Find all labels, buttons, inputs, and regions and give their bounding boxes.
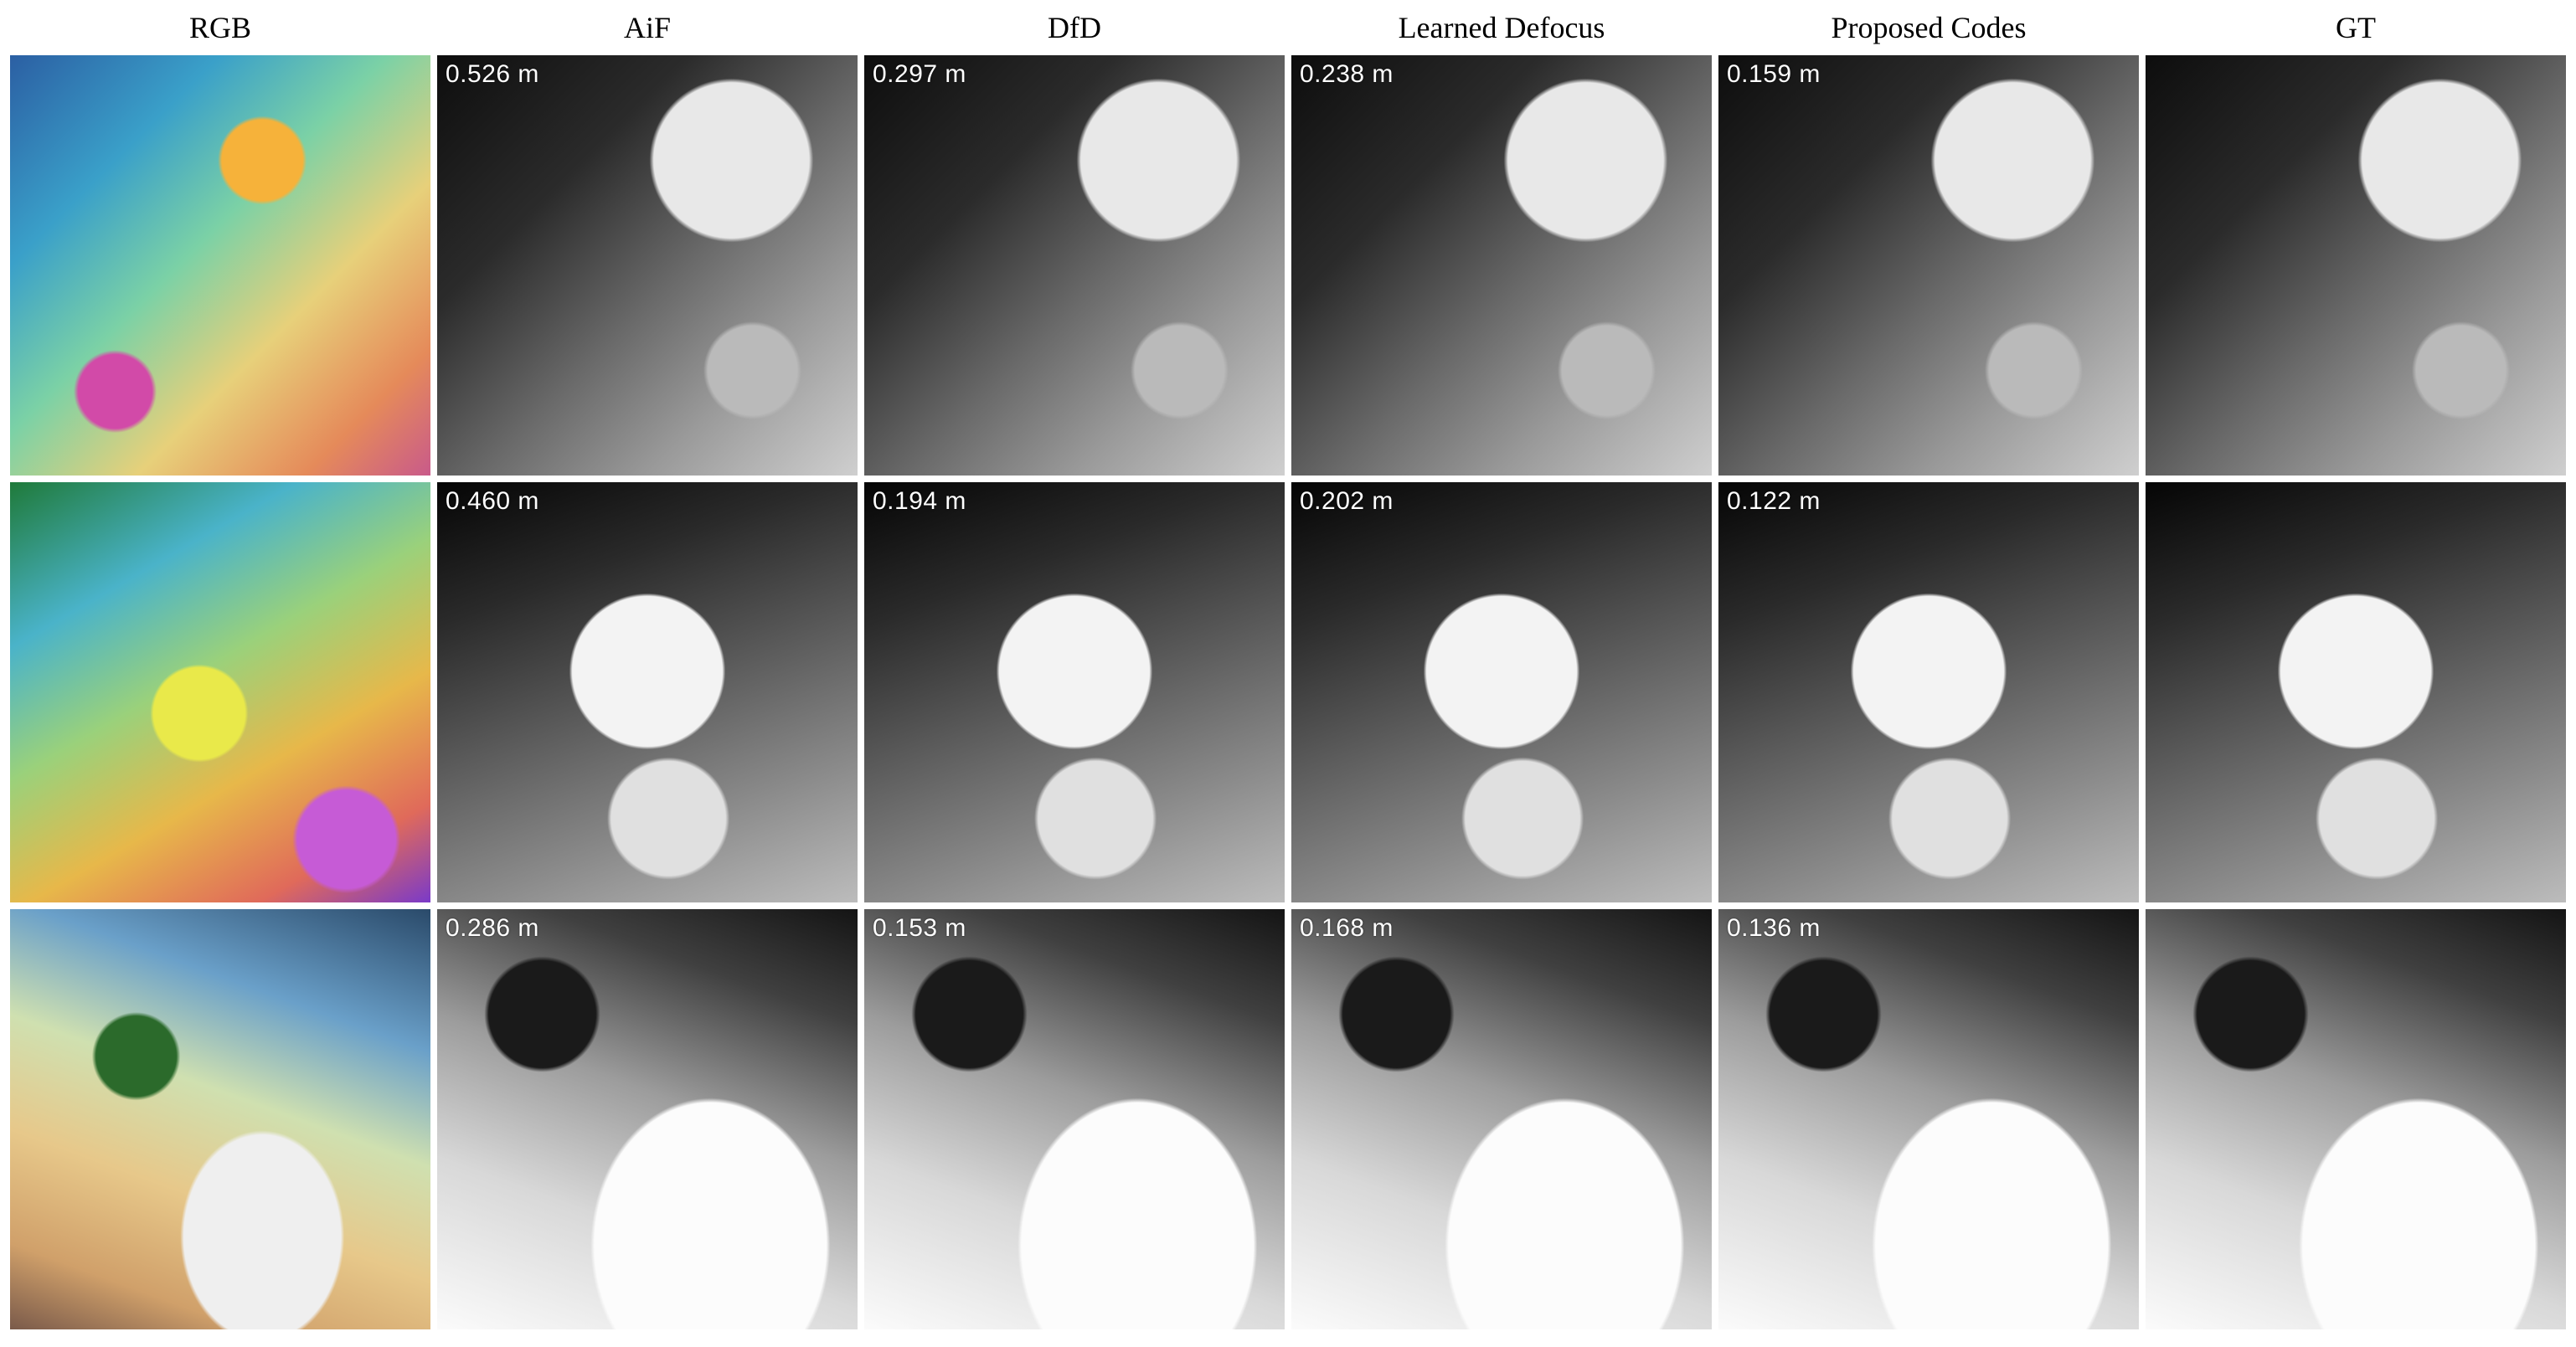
error-overlay: 0.238 m <box>1300 60 1394 89</box>
error-overlay: 0.526 m <box>446 60 539 89</box>
column-header-label: AiF <box>624 11 671 44</box>
column-header-label: RGB <box>189 11 251 44</box>
depth-tile-proposed: 0.159 m <box>1718 55 2139 476</box>
column-header-gt: GT <box>2146 10 2566 49</box>
rgb-tile-rgb <box>10 55 430 476</box>
depth-tile-aif: 0.526 m <box>437 55 858 476</box>
error-overlay: 0.122 m <box>1727 487 1821 516</box>
depth-tile-dfd: 0.297 m <box>864 55 1285 476</box>
depth-tile-proposed: 0.136 m <box>1718 909 2139 1329</box>
column-header-proposed: Proposed Codes <box>1718 10 2139 49</box>
error-overlay: 0.159 m <box>1727 60 1821 89</box>
error-overlay: 0.136 m <box>1727 914 1821 943</box>
depth-tile-aif: 0.286 m <box>437 909 858 1329</box>
column-header-label: Learned Defocus <box>1399 11 1605 44</box>
column-header-dfd: DfD <box>864 10 1285 49</box>
depth-tile-dfd: 0.153 m <box>864 909 1285 1329</box>
depth-tile-gt <box>2146 482 2566 902</box>
column-header-learned: Learned Defocus <box>1291 10 1712 49</box>
column-header-aif: AiF <box>437 10 858 49</box>
depth-tile-proposed: 0.122 m <box>1718 482 2139 902</box>
error-overlay: 0.194 m <box>873 487 966 516</box>
depth-tile-learned: 0.238 m <box>1291 55 1712 476</box>
error-overlay: 0.168 m <box>1300 914 1394 943</box>
error-overlay: 0.460 m <box>446 487 539 516</box>
error-overlay: 0.297 m <box>873 60 966 89</box>
column-header-label: GT <box>2336 11 2376 44</box>
comparison-figure: RGB AiF DfD Learned Defocus Proposed Codes GT… <box>0 0 2576 1339</box>
depth-tile-learned: 0.168 m <box>1291 909 1712 1329</box>
error-overlay: 0.202 m <box>1300 487 1394 516</box>
depth-tile-gt <box>2146 55 2566 476</box>
depth-tile-gt <box>2146 909 2566 1329</box>
depth-tile-dfd: 0.194 m <box>864 482 1285 902</box>
depth-tile-aif: 0.460 m <box>437 482 858 902</box>
depth-tile-learned: 0.202 m <box>1291 482 1712 902</box>
error-overlay: 0.286 m <box>446 914 539 943</box>
error-overlay: 0.153 m <box>873 914 966 943</box>
rgb-tile-rgb <box>10 909 430 1329</box>
column-header-label: Proposed Codes <box>1832 11 2027 44</box>
rgb-tile-rgb <box>10 482 430 902</box>
column-header-label: DfD <box>1048 11 1101 44</box>
column-header-rgb: RGB <box>10 10 430 49</box>
